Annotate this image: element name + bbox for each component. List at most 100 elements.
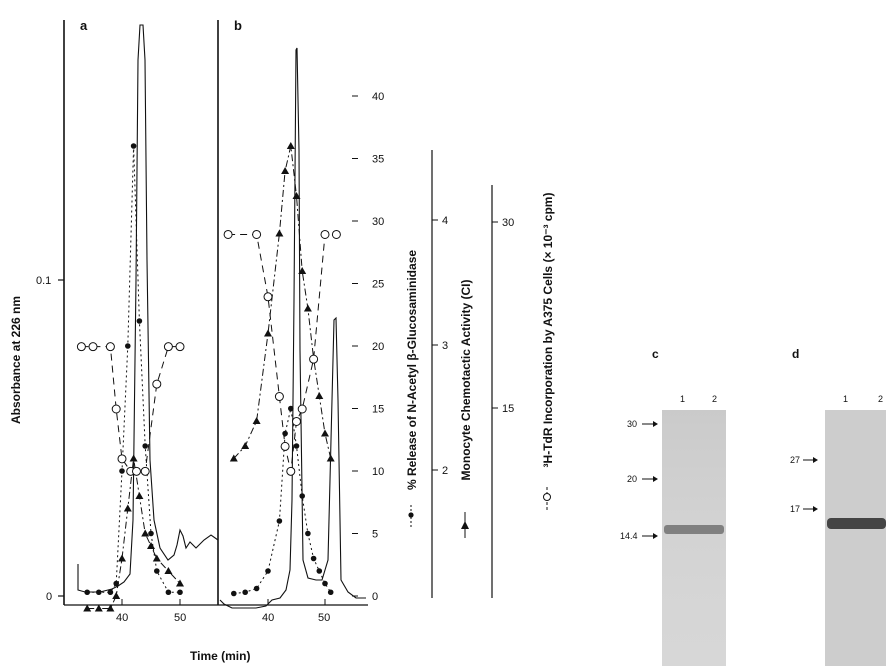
gluc-tick-label: 25 [372, 279, 384, 291]
data-point-open-circle [286, 466, 296, 476]
x-tick-b-50: 50 [318, 612, 330, 624]
y-tick-label-0: 0 [46, 591, 52, 603]
gluc-tick-label: 15 [372, 404, 384, 416]
data-point-closed-triangle [252, 417, 261, 424]
absorbance-trace-b [219, 47, 366, 609]
data-point-closed-triangle [298, 267, 307, 274]
gel-c-band [664, 525, 724, 534]
data-point-open-circle [132, 466, 141, 476]
legend-glyph-open-circle [543, 487, 551, 512]
data-point-open-circle [111, 404, 121, 414]
data-point-closed-circle [293, 443, 300, 449]
data-point-closed-circle [136, 318, 143, 324]
data-point-closed-triangle [229, 454, 238, 462]
panel-a-series [76, 143, 185, 612]
data-point-closed-triangle [94, 604, 103, 612]
data-point-closed-circle [310, 555, 317, 562]
legend-glyph-closed-circle [408, 505, 414, 528]
x-tick-b-40: 40 [262, 612, 274, 624]
chemotactic-axis: 4 3 2 [432, 215, 448, 477]
data-point-closed-circle [148, 530, 154, 537]
data-point-closed-circle [130, 143, 137, 149]
gluc-tick-label: 0 [372, 591, 378, 603]
data-point-closed-triangle [241, 442, 250, 449]
panel-label-d: d [792, 347, 799, 361]
chemo-tick-label: 4 [442, 215, 448, 227]
data-point-open-circle [263, 292, 273, 302]
panel-label-a: a [80, 18, 88, 33]
data-point-closed-circle [276, 518, 283, 524]
gluc-tick-label: 30 [372, 216, 384, 228]
glucosaminidase-axis: 40 35 30 25 20 15 10 5 0 [352, 91, 384, 603]
panel-label-b: b [234, 18, 242, 33]
absorbance-trace-a [77, 24, 219, 593]
data-point-closed-circle [327, 589, 334, 596]
gluc-tick-label: 40 [372, 91, 384, 103]
data-point-closed-triangle [147, 542, 155, 549]
gel-c-marker-30: 30 [627, 419, 637, 429]
data-point-closed-circle [265, 568, 271, 574]
series-line-open-circle [228, 233, 337, 472]
thymidine-axis-label: ³H-TdR Incorporation by A375 Cells (× 10… [541, 193, 555, 468]
gel-c-marker-20: 20 [627, 474, 637, 484]
data-point-closed-triangle [141, 529, 150, 537]
data-point-closed-circle [84, 589, 90, 596]
data-point-open-circle [76, 342, 86, 352]
data-point-open-circle [152, 379, 162, 389]
legend-glyph-triangle [461, 512, 469, 538]
gel-c-marker-14.4: 14.4 [620, 531, 638, 541]
data-point-closed-triangle [275, 229, 284, 237]
series-line-open-circle [81, 346, 180, 472]
data-point-closed-circle [96, 589, 102, 596]
data-point-closed-triangle [176, 579, 184, 587]
data-point-closed-triangle [303, 304, 312, 312]
data-point-closed-triangle [118, 554, 126, 562]
data-point-closed-circle [231, 590, 237, 597]
data-point-open-circle [88, 342, 98, 352]
data-point-closed-triangle [326, 454, 335, 462]
data-point-open-circle [320, 229, 330, 239]
data-point-open-circle [292, 416, 301, 426]
data-point-closed-circle [119, 468, 125, 474]
data-point-open-circle [331, 229, 341, 239]
thym-tick-label: 30 [502, 217, 514, 229]
chemo-tick-label: 3 [442, 340, 448, 352]
data-point-closed-triangle [106, 604, 115, 612]
y-tick-label-0.1: 0.1 [36, 275, 51, 287]
data-point-open-circle [280, 441, 290, 451]
data-point-open-circle [105, 342, 115, 352]
data-point-open-circle [117, 454, 127, 464]
data-point-closed-circle [125, 343, 131, 349]
data-point-closed-triangle [315, 392, 324, 399]
thymidine-axis: 30 15 [492, 217, 514, 415]
data-point-closed-triangle [83, 604, 92, 612]
data-point-closed-circle [288, 405, 294, 412]
data-point-open-circle [274, 392, 284, 402]
data-point-open-circle [140, 466, 150, 476]
data-point-closed-circle [253, 585, 260, 592]
data-point-closed-triangle [135, 492, 144, 499]
data-point-closed-triangle [123, 504, 132, 512]
data-point-closed-circle [154, 568, 160, 574]
thym-tick-label: 15 [502, 403, 514, 415]
x-axis-label: Time (min) [190, 649, 250, 663]
gluc-tick-label: 10 [372, 466, 384, 478]
chemotactic-axis-label: Monocyte Chemotactic Activity (CI) [459, 280, 473, 481]
data-point-open-circle [223, 229, 233, 239]
data-point-closed-circle [165, 589, 172, 596]
gluc-tick-label: 35 [372, 154, 384, 166]
data-point-closed-circle [107, 589, 114, 596]
gluc-tick-label: 5 [372, 529, 378, 541]
data-point-closed-circle [242, 589, 248, 596]
gel-d-marker-27: 27 [790, 455, 800, 465]
data-point-closed-circle [305, 530, 311, 537]
panel-label-c: c [652, 347, 659, 361]
data-point-closed-triangle [281, 167, 290, 174]
data-point-closed-circle [322, 580, 328, 587]
data-point-closed-triangle [112, 592, 121, 599]
x-tick-a-50: 50 [174, 612, 186, 624]
data-point-open-circle [163, 342, 173, 352]
gel-d-band [827, 518, 886, 529]
data-point-closed-circle [299, 493, 306, 499]
series-line-closed-circle [233, 408, 332, 594]
